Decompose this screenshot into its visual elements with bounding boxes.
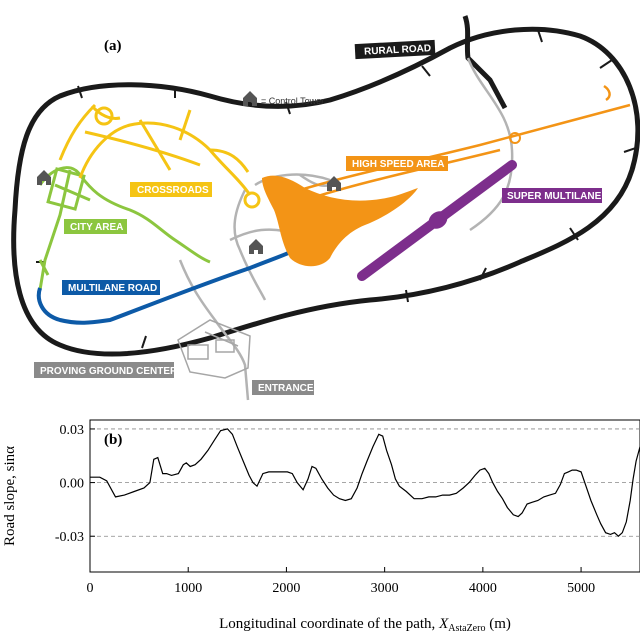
x-tick-label: 1000: [174, 581, 202, 596]
control-tower-icon: [243, 91, 257, 106]
entrance-label-group: ENTRANCE: [252, 380, 314, 395]
x-axis-label: Longitudinal coordinate of the path, XAs…: [219, 616, 511, 634]
crossroads-label-group: CROSSROADS: [130, 182, 212, 197]
city-area-label-group: CITY AREA: [64, 219, 127, 234]
map-panel-label: (a): [104, 38, 122, 54]
crossroads-roads: [58, 103, 261, 209]
control-tower-icon: [37, 170, 51, 185]
rural-road-loop: [11, 26, 640, 357]
city-area-label: CITY AREA: [70, 222, 123, 233]
x-ticks: 0 1000 2000 3000 4000 5000: [87, 567, 595, 596]
slope-series-line: [90, 428, 640, 538]
chart-panel-label: (b): [104, 432, 122, 448]
control-tower-icons: [37, 91, 341, 254]
control-tower-legend: = Control Tower: [261, 96, 324, 106]
proving-ground-center-block: [177, 319, 251, 379]
super-multilane: [357, 160, 517, 281]
y-ticks: 0.03 0.00 -0.03: [55, 423, 95, 545]
control-tower-icon: [327, 176, 341, 191]
control-tower-icon: [249, 239, 263, 254]
y-tick-label: 0.03: [60, 423, 85, 438]
y-axis-label: Road slope, sinα: [2, 446, 18, 546]
multilane-road: [36, 248, 296, 325]
x-tick-label: 4000: [469, 581, 497, 596]
x-axis-label-var: X: [438, 616, 449, 632]
service-roads: [178, 57, 514, 401]
multilane-road-label: MULTILANE ROAD: [68, 283, 157, 294]
x-tick-label: 5000: [567, 581, 595, 596]
x-axis-label-suffix: (m): [485, 616, 510, 632]
proving-ground-center-label-group: PROVING GROUND CENTER: [34, 362, 178, 378]
city-area-roads: [38, 166, 211, 291]
gridlines: [90, 428, 640, 537]
proving-ground-center-label: PROVING GROUND CENTER: [40, 366, 178, 377]
entrance-label: ENTRANCE: [258, 383, 314, 394]
crossroads-label: CROSSROADS: [137, 185, 209, 196]
x-axis-label-sub: AstaZero: [448, 623, 485, 634]
rural-road-label: RURAL ROAD: [364, 43, 432, 57]
x-axis-label-prefix: Longitudinal coordinate of the path,: [219, 616, 439, 632]
high-speed-area-label-group: HIGH SPEED AREA: [346, 156, 448, 171]
super-multilane-label: SUPER MULTILANE: [507, 191, 602, 202]
x-tick-label: 0: [87, 581, 94, 596]
super-multilane-label-group: SUPER MULTILANE: [502, 188, 602, 203]
high-speed-area-label: HIGH SPEED AREA: [352, 159, 444, 170]
x-tick-label: 2000: [272, 581, 300, 596]
y-tick-label: 0.00: [60, 477, 85, 492]
multilane-road-label-group: MULTILANE ROAD: [62, 280, 160, 295]
map-panel: (a): [11, 15, 640, 401]
plot-frame: [89, 419, 640, 573]
x-tick-label: 3000: [371, 581, 399, 596]
rural-road-label-group: RURAL ROAD: [354, 39, 436, 60]
slope-chart: 0.030.00-0.03 0 1000 2000 3000 4000 5000 (b) …: [2, 419, 640, 634]
y-tick-label: -0.03: [55, 530, 84, 545]
